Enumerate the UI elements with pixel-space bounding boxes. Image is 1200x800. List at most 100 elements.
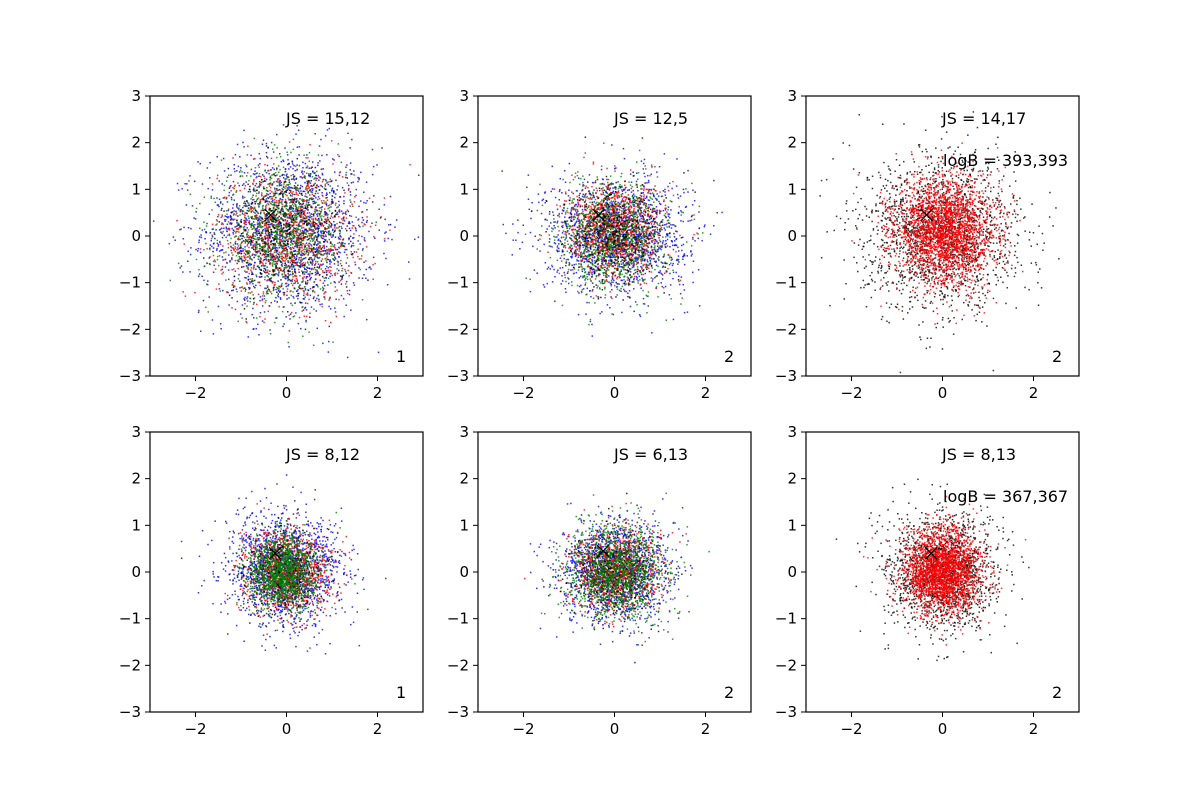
scatter-point: [343, 200, 345, 202]
scatter-point: [299, 198, 301, 200]
scatter-point: [226, 239, 229, 242]
scatter-point: [233, 210, 235, 212]
scatter-point: [312, 290, 314, 293]
scatter-point: [258, 215, 261, 218]
scatter-point: [309, 312, 311, 314]
scatter-point: [254, 244, 256, 247]
scatter-point: [331, 189, 333, 191]
scatter-point: [578, 292, 580, 294]
scatter-point: [363, 239, 366, 241]
scatter-point: [294, 210, 296, 212]
scatter-point: [213, 259, 216, 261]
scatter-point: [293, 230, 296, 232]
scatter-point: [236, 170, 238, 172]
scatter-point: [315, 260, 317, 263]
scatter-point: [297, 209, 299, 211]
scatter-point: [228, 233, 231, 236]
scatter-point: [296, 221, 298, 223]
scatter-point: [325, 259, 327, 262]
scatter-point: [228, 191, 231, 194]
scatter-point: [276, 300, 278, 303]
scatter-point: [236, 243, 239, 245]
scatter-point: [259, 231, 261, 233]
scatter-point: [612, 254, 614, 256]
scatter-point: [284, 198, 287, 201]
scatter-point: [237, 224, 239, 226]
scatter-point: [604, 255, 607, 258]
scatter-point: [267, 292, 269, 295]
scatter-point: [229, 222, 232, 224]
series-3: [187, 145, 392, 331]
scatter-point: [320, 209, 323, 211]
scatter-point: [265, 207, 267, 209]
scatter-point: [180, 228, 182, 230]
scatter-point: [280, 261, 282, 263]
scatter-point: [236, 247, 239, 249]
scatter-point: [653, 226, 656, 228]
scatter-point: [319, 264, 321, 267]
scatter-point: [320, 236, 322, 238]
scatter-point: [345, 286, 348, 288]
scatter-point: [312, 243, 315, 246]
scatter-point: [361, 235, 363, 238]
scatter-point: [255, 195, 257, 197]
scatter-point: [269, 333, 272, 335]
scatter-point: [335, 298, 337, 300]
scatter-point: [325, 245, 328, 248]
scatter-point: [338, 237, 340, 240]
scatter-point: [293, 264, 295, 267]
scatter-point: [219, 240, 221, 243]
scatter-point: [307, 273, 309, 275]
scatter-point: [312, 198, 315, 200]
scatter-point: [557, 214, 559, 217]
scatter-point: [366, 200, 368, 202]
scatter-point: [273, 274, 276, 276]
scatter-point: [283, 323, 285, 325]
scatter-point: [309, 258, 311, 260]
scatter-point: [414, 238, 416, 241]
scatter-point: [283, 271, 286, 273]
scatter-point: [287, 243, 289, 245]
scatter-point: [296, 212, 298, 215]
scatter-point: [349, 205, 351, 207]
scatter-point: [305, 228, 307, 230]
scatter-point: [328, 340, 330, 343]
scatter-point: [318, 234, 320, 237]
scatter-point: [243, 213, 245, 216]
scatter-point: [313, 264, 316, 267]
scatter-point: [312, 297, 315, 300]
scatter-point: [583, 244, 586, 247]
scatter-point: [371, 173, 374, 176]
scatter-point: [253, 297, 256, 299]
scatter-point: [258, 232, 260, 235]
scatter-point: [282, 306, 284, 308]
scatter-point: [282, 276, 284, 278]
scatter-point: [343, 202, 345, 205]
scatter-point: [363, 223, 365, 225]
scatter-point: [256, 251, 258, 253]
scatter-point: [278, 291, 281, 293]
scatter-point: [246, 245, 248, 247]
scatter-point: [228, 304, 230, 306]
scatter-point: [289, 313, 292, 315]
scatter-point: [303, 217, 305, 219]
scatter-point: [317, 246, 320, 248]
scatter-point: [372, 256, 375, 259]
scatter-point: [551, 165, 553, 168]
scatter-point: [256, 243, 258, 245]
scatter-point: [291, 203, 294, 206]
scatter-point: [246, 297, 248, 300]
scatter-point: [259, 252, 262, 254]
scatter-point: [305, 293, 308, 296]
scatter-point: [220, 269, 222, 271]
scatter-point: [326, 214, 328, 217]
scatter-point: [529, 290, 532, 293]
scatter-point: [304, 328, 307, 331]
scatter-point: [314, 226, 316, 228]
scatter-point: [223, 210, 225, 212]
scatter-point: [284, 282, 287, 285]
scatter-point: [288, 168, 290, 170]
scatter-point: [265, 234, 268, 236]
scatter-point: [227, 243, 229, 245]
